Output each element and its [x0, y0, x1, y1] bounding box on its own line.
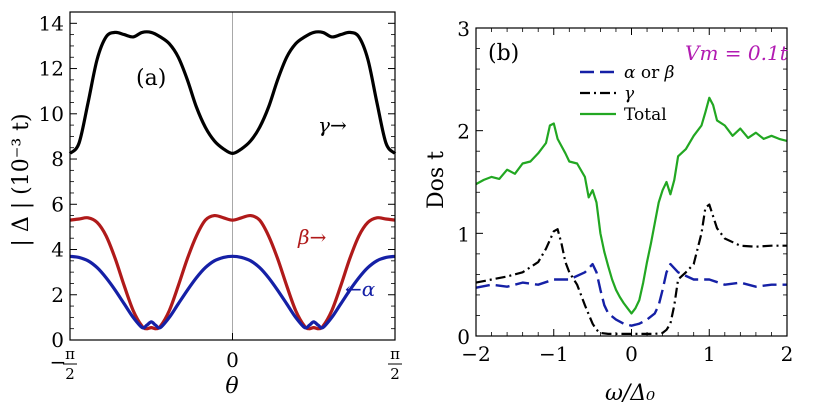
- legend-label: Total: [624, 105, 667, 125]
- y-tick-label: 1: [457, 222, 470, 246]
- x-tick-label: −1: [539, 342, 568, 366]
- y-tick-label: 3: [457, 17, 470, 41]
- series-line-α: [69, 254, 396, 330]
- panel-b-y-axis-title: Dos t: [424, 151, 449, 209]
- y-tick-label: 6: [51, 192, 64, 216]
- panel-b-frame: [475, 27, 788, 337]
- panel-a-series: [68, 30, 397, 331]
- x-tick-label: −2: [461, 342, 490, 366]
- x-tick-numerator: π: [65, 345, 75, 363]
- panel-a-y-axis-title: | Δ | (10⁻³ t): [9, 113, 34, 246]
- legend-label: γ: [624, 84, 635, 104]
- panel-a-label: (a): [136, 66, 166, 91]
- x-tick-label: 0: [625, 342, 638, 366]
- x-tick-denominator: 2: [390, 365, 400, 383]
- series-line-β: [69, 213, 396, 331]
- y-tick-label: 4: [51, 238, 64, 262]
- x-tick-sign: −: [50, 350, 67, 374]
- panel-b-label: (b): [488, 41, 519, 66]
- y-tick-label: 10: [39, 102, 64, 126]
- panel-b-ticks: 0 1 2 3 −2 −1 0 1 2: [457, 17, 793, 366]
- x-tick-numerator: π: [390, 345, 400, 363]
- x-tick-denominator: 2: [65, 365, 75, 383]
- x-tick-label: 2: [781, 342, 794, 366]
- x-tick-label: π2: [388, 345, 402, 383]
- y-tick-label: 0: [457, 325, 470, 349]
- panel-b-series: [475, 96, 788, 335]
- panel-b-x-axis-title: ω/Δ₀: [605, 381, 655, 406]
- series-line-α-or-β: [475, 262, 787, 327]
- series-line-Total: [475, 96, 788, 315]
- legend-label: α or β: [624, 63, 675, 83]
- x-tick-label: 0: [226, 348, 239, 372]
- y-tick-label: 14: [39, 11, 64, 35]
- y-tick-label: 8: [51, 147, 64, 171]
- gamma-annotation: γ→: [318, 113, 347, 137]
- alpha-annotation: ←α: [345, 277, 376, 301]
- beta-annotation: β→: [297, 225, 327, 249]
- x-tick-label: −π 2: [50, 345, 77, 383]
- series-line-γ: [475, 203, 787, 335]
- y-tick-label: 2: [51, 283, 64, 307]
- panel-a-x-axis-title: θ: [225, 374, 238, 399]
- x-tick-label: 1: [703, 342, 716, 366]
- y-tick-label: 2: [457, 120, 470, 144]
- panel-a-frame: [69, 11, 396, 341]
- panel-b: 0 1 2 3 −2 −1 0 1 2 (b) ω/Δ₀ Dos t Vm = 0.1t α o…: [424, 17, 793, 406]
- y-tick-label: 0: [51, 328, 64, 352]
- vm-annotation: Vm = 0.1t: [685, 41, 789, 65]
- series-line-γ: [68, 30, 397, 155]
- y-tick-label: 12: [39, 57, 64, 81]
